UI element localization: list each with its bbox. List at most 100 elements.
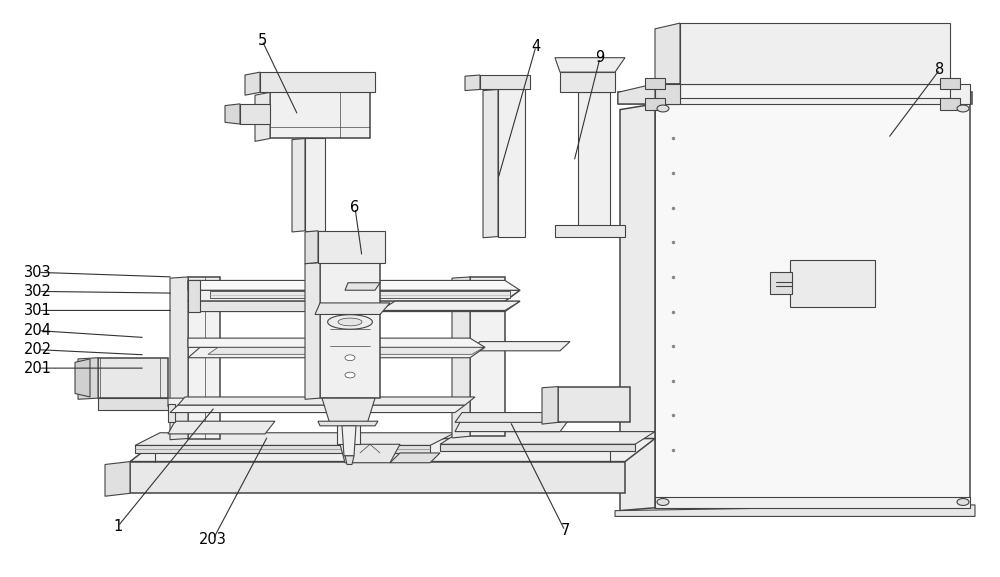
Polygon shape [240, 104, 270, 124]
Polygon shape [542, 387, 558, 424]
Polygon shape [292, 138, 305, 232]
Circle shape [657, 105, 669, 112]
Polygon shape [452, 277, 470, 438]
Polygon shape [655, 84, 680, 104]
Text: 303: 303 [24, 265, 52, 280]
Text: 203: 203 [199, 532, 227, 547]
Polygon shape [98, 398, 168, 410]
Polygon shape [170, 277, 188, 440]
Text: 302: 302 [24, 284, 52, 299]
Polygon shape [440, 432, 655, 444]
Polygon shape [645, 78, 665, 89]
Polygon shape [208, 347, 484, 354]
Polygon shape [555, 58, 625, 72]
Polygon shape [225, 104, 240, 124]
Polygon shape [188, 347, 485, 358]
Polygon shape [790, 260, 875, 307]
Polygon shape [770, 272, 792, 294]
Polygon shape [318, 231, 385, 263]
Text: 1: 1 [113, 519, 123, 534]
Circle shape [345, 372, 355, 378]
Polygon shape [315, 303, 390, 314]
Polygon shape [655, 497, 970, 508]
Polygon shape [645, 98, 665, 110]
Polygon shape [188, 280, 520, 290]
Text: 7: 7 [560, 523, 570, 538]
Polygon shape [455, 418, 570, 432]
Polygon shape [560, 72, 615, 92]
Polygon shape [305, 231, 318, 264]
Polygon shape [338, 318, 362, 326]
Polygon shape [178, 397, 475, 405]
Polygon shape [480, 75, 530, 89]
Polygon shape [328, 314, 372, 329]
Circle shape [957, 105, 969, 112]
Polygon shape [680, 23, 950, 84]
Polygon shape [78, 358, 98, 399]
Polygon shape [345, 456, 354, 464]
Polygon shape [380, 301, 520, 310]
Text: 301: 301 [24, 303, 52, 318]
Polygon shape [310, 280, 380, 290]
Polygon shape [455, 413, 568, 422]
Polygon shape [320, 263, 380, 398]
Polygon shape [470, 277, 505, 436]
Polygon shape [390, 453, 440, 463]
Polygon shape [188, 338, 485, 347]
Polygon shape [188, 301, 520, 312]
Polygon shape [555, 225, 625, 237]
Polygon shape [322, 398, 375, 424]
Polygon shape [188, 277, 220, 439]
Text: 6: 6 [350, 200, 360, 215]
Polygon shape [498, 89, 525, 237]
Polygon shape [618, 92, 972, 104]
Polygon shape [940, 78, 960, 89]
Polygon shape [615, 505, 975, 516]
Polygon shape [655, 84, 970, 104]
Text: 201: 201 [24, 361, 52, 376]
Polygon shape [305, 138, 325, 231]
Text: 202: 202 [24, 342, 52, 357]
Polygon shape [620, 104, 655, 511]
Polygon shape [318, 421, 378, 426]
Polygon shape [188, 280, 200, 312]
Polygon shape [260, 72, 375, 92]
Circle shape [345, 355, 355, 361]
Polygon shape [578, 92, 610, 231]
Text: 9: 9 [595, 50, 605, 65]
Polygon shape [440, 444, 635, 451]
Polygon shape [245, 72, 260, 95]
Polygon shape [345, 283, 380, 290]
Polygon shape [98, 358, 168, 398]
Polygon shape [470, 342, 570, 351]
Polygon shape [655, 23, 680, 84]
Polygon shape [340, 444, 400, 463]
Polygon shape [135, 445, 430, 453]
Text: 204: 204 [24, 323, 52, 338]
Polygon shape [940, 98, 960, 110]
Polygon shape [270, 92, 370, 138]
Circle shape [657, 499, 669, 505]
Polygon shape [168, 404, 175, 422]
Polygon shape [618, 84, 655, 104]
Text: 5: 5 [257, 33, 267, 48]
Polygon shape [105, 462, 130, 496]
Polygon shape [337, 398, 360, 444]
Polygon shape [305, 263, 320, 399]
Polygon shape [188, 290, 520, 301]
Text: 8: 8 [935, 62, 945, 77]
Polygon shape [170, 405, 465, 413]
Polygon shape [558, 387, 630, 422]
Polygon shape [168, 421, 275, 434]
Circle shape [957, 499, 969, 505]
Polygon shape [465, 75, 480, 91]
Polygon shape [130, 439, 655, 462]
Polygon shape [210, 291, 510, 298]
Polygon shape [655, 104, 970, 508]
Polygon shape [130, 462, 625, 493]
Polygon shape [168, 398, 440, 407]
Polygon shape [483, 89, 498, 238]
Polygon shape [135, 433, 455, 445]
Polygon shape [342, 426, 356, 456]
Polygon shape [680, 84, 950, 98]
